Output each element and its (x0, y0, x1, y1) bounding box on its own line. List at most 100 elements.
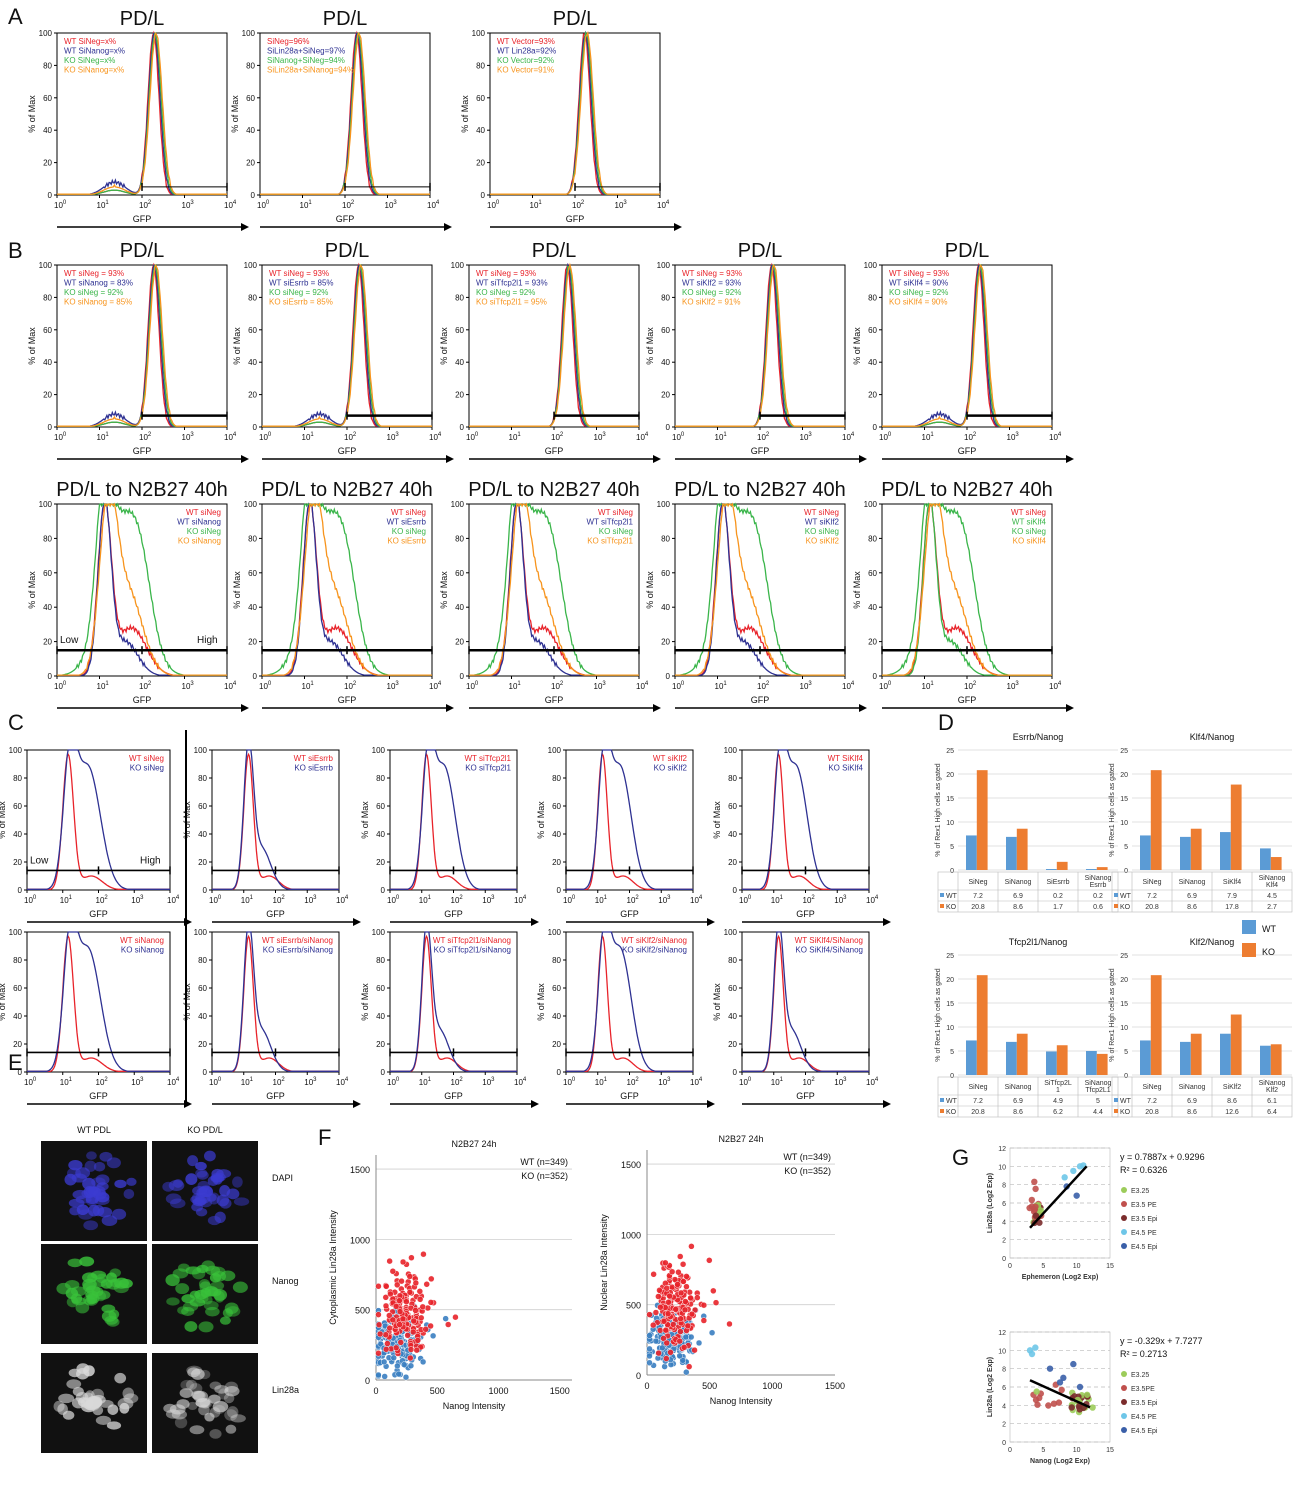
category-label: SiNanog (1085, 1080, 1112, 1087)
y-tick-label: 20 (868, 391, 877, 400)
y-tick-label: 0 (251, 191, 256, 200)
histogram-title: PD/L to N2B27 40h (56, 479, 228, 501)
legend-entry: SiLin28a+SiNeg=97% (267, 47, 345, 56)
x-tick-label: 1500 (825, 1381, 845, 1391)
y-tick-label: 60 (728, 802, 737, 811)
legend-marker (1121, 1371, 1127, 1377)
legend-entry: WT siNeg (186, 508, 221, 517)
y-tick-label: 20 (661, 391, 670, 400)
table-value: 6.9 (1187, 893, 1197, 900)
x-tick-label: 102 (96, 895, 109, 905)
y-tick-label: 0 (636, 1371, 641, 1381)
scatter-point-KO (395, 1370, 402, 1378)
legend-entry: KO Vector=91% (497, 66, 554, 75)
category-label: SiNanog (1005, 879, 1032, 886)
scatter-point-KO (390, 1354, 397, 1362)
scatter-point-WT (399, 1258, 407, 1266)
y-tick-label: 100 (39, 500, 53, 509)
y-tick-label: 20 (728, 858, 737, 867)
y-tick-label: 20 (43, 159, 52, 168)
x-tick-label: 100 (563, 1077, 576, 1087)
cell-nucleus (171, 1409, 188, 1420)
gfp-arrowhead (1066, 704, 1074, 712)
cell-nucleus (184, 1321, 198, 1332)
cell-nucleus (175, 1283, 190, 1295)
x-tick-label: 100 (259, 432, 272, 442)
x-tick-label: 0 (373, 1386, 378, 1396)
legend-marker (1121, 1187, 1127, 1193)
histogram-B7: PD/L to N2B27 40h 0 20 40 60 80 100 100 101 102 10… (232, 479, 454, 712)
bar-chart-D4: Klf2/Nanog 0 5 10 15 20 25 % of Rex1 High cells… (1109, 937, 1293, 1118)
cell-nucleus (97, 1207, 113, 1218)
scatter-point-WT (422, 1326, 429, 1333)
image-col-label: WT PDL (77, 1125, 111, 1135)
image-row-label: Lin28a (272, 1385, 299, 1395)
histogram-curve-3 (675, 502, 845, 676)
bar-WT-2 (1220, 1033, 1231, 1075)
bar-WT-3 (1260, 1045, 1271, 1075)
y-tick-label: 80 (552, 774, 561, 783)
y-tick-label: 60 (198, 984, 207, 993)
x-axis-label: GFP (133, 446, 152, 456)
y-tick-label: 15 (1120, 1001, 1128, 1008)
legend-entry: KO siNeg (130, 764, 164, 773)
legend-entry: WT siNeg = 93% (269, 269, 329, 278)
x-tick-label: 10 (1073, 1263, 1081, 1270)
x-tick-label: 103 (594, 681, 607, 691)
x-tick-label: 100 (487, 200, 500, 210)
category-label: SiNeg (1142, 1084, 1161, 1091)
y-tick-label: 40 (868, 358, 877, 367)
cell-nucleus (214, 1211, 226, 1223)
table-series-label: KO (946, 904, 957, 911)
y-tick-label: 80 (13, 956, 22, 965)
bar-chart-title: Klf4/Nanog (1190, 732, 1235, 742)
scatter-point-KO (679, 1357, 686, 1364)
histogram-curve-3 (490, 30, 660, 195)
category-label-2: Tfcp2L1 (1085, 1087, 1110, 1094)
scatter-point-KO (402, 1373, 410, 1381)
table-series-label: KO (946, 1109, 957, 1116)
y-tick-label: 60 (43, 94, 52, 103)
cell-nucleus (199, 1369, 211, 1380)
x-tick-label: 500 (430, 1386, 445, 1396)
scatter-point-WT (662, 1259, 669, 1267)
x-tick-label: 100 (879, 681, 892, 691)
histogram-title: PD/L (323, 8, 367, 30)
histogram-curve-1 (27, 931, 170, 1072)
legend-entry: KO siNanog (121, 946, 164, 955)
y-tick-label: 60 (868, 569, 877, 578)
cell-nucleus (219, 1185, 231, 1197)
y-tick-label: 20 (946, 772, 954, 779)
x-tick-label: 15 (1106, 1263, 1114, 1270)
y-tick-label: 15 (1120, 796, 1128, 803)
scatter-point-WT (382, 1331, 389, 1338)
cell-nucleus (187, 1401, 198, 1411)
y-axis-label: % of Max (439, 571, 449, 609)
y-tick-label: 60 (868, 326, 877, 335)
y-tick-label: 15 (946, 1001, 954, 1008)
gfp-arrowhead (353, 918, 361, 926)
scatter-point-WT (375, 1321, 383, 1329)
gfp-arrowhead (353, 1100, 361, 1108)
cell-nucleus (196, 1170, 209, 1180)
bar-chart-title: Tfcp2l1/Nanog (1009, 937, 1068, 947)
scatter-point-WT (383, 1283, 390, 1290)
table-swatch (940, 1098, 944, 1102)
x-tick-label: 101 (97, 432, 110, 442)
scatter-point-WT (657, 1303, 664, 1311)
legend-entry: KO siTfcp2l1 (465, 764, 511, 773)
bar-KO-3 (1096, 867, 1108, 870)
y-tick-label: 0 (203, 1068, 208, 1077)
cell-nucleus (189, 1290, 201, 1299)
y-tick-label: 0 (203, 886, 208, 895)
scatter-point-WT (646, 1311, 653, 1318)
x-tick-label: 103 (615, 200, 628, 210)
histogram-title: PD/L (120, 240, 164, 262)
legend-entry: KO siNeg (1012, 527, 1046, 536)
x-tick-label: 104 (514, 895, 527, 905)
legend-entry: KO siEsrrb (294, 764, 333, 773)
scatter-point-WT (655, 1349, 662, 1357)
legend-entry: WT siKlf2 (805, 518, 840, 527)
y-tick-label: 100 (39, 261, 53, 270)
